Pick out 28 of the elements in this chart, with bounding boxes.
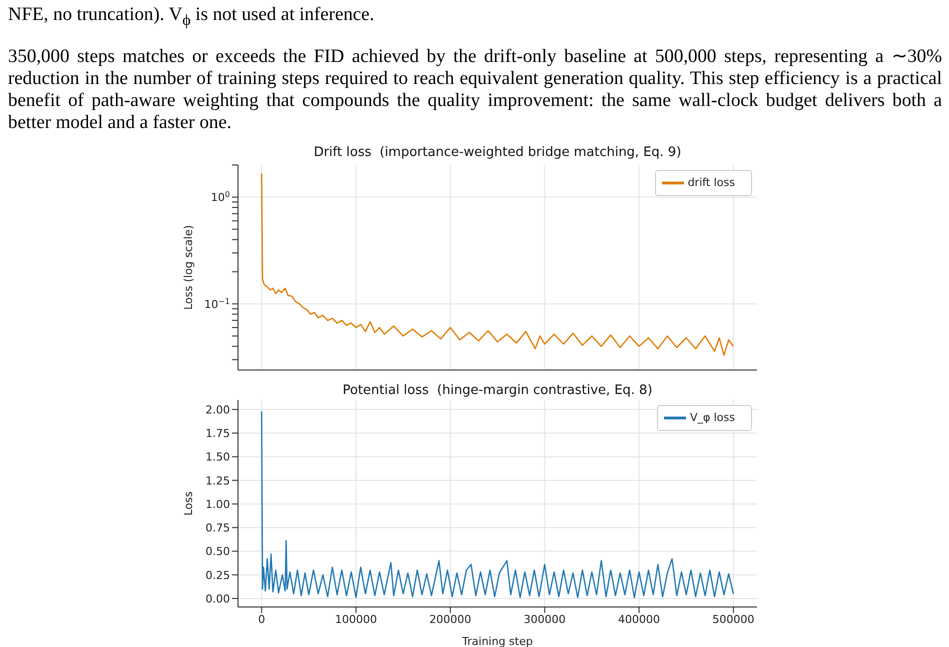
- y-tick-label: 0.00: [206, 592, 230, 606]
- y-tick-label: 1.25: [206, 474, 230, 488]
- x-tick-label: 400000: [618, 612, 660, 626]
- text: NFE, no truncation). V$_{ϕ}$ is not used at inference.: [8, 4, 376, 31]
- x-tick-label: 200000: [429, 612, 472, 626]
- y-axis-title: Loss: [182, 491, 195, 516]
- chart-title: Drift loss (importance-weighted bridge matching, Eq. 9): [312, 145, 682, 160]
- x-tick-label: 100000: [334, 612, 377, 626]
- legend-label: drift loss: [688, 176, 735, 190]
- y-tick-label: 1.50: [206, 450, 230, 464]
- x-tick-label: 500000: [712, 612, 754, 626]
- y-tick-label: 0.25: [206, 568, 230, 582]
- x-tick-label: 300000: [524, 612, 566, 626]
- y-tick-label: 10$^{−1}$: [204, 296, 230, 311]
- y-tick-label: 10$^{0}$: [210, 190, 230, 204]
- y-tick-label: 0.75: [206, 522, 230, 535]
- y-tick-label: 1.75: [206, 427, 230, 440]
- y-tick-label: 0.50: [206, 545, 230, 558]
- text: 350,000 steps matches or exceeds the FID achieved by the drift-only baseline at 500,000 steps, representing a ∼30% reduction in the number of training steps required to reach equivalent generation quality. This step efficiency is a practical benefit of path-aware weighting that compounds the quality improvement: the same wall-clock budget delivers both a better model and a faster one.: [8, 46, 942, 134]
- x-axis-title: Training step: [461, 635, 533, 647]
- line-series: [260, 410, 734, 598]
- chart-title: Potential loss (hinge-margin contrastive, Eq. 8): [342, 383, 654, 398]
- y-axis-title: Loss (log scale): [182, 225, 195, 310]
- legend-label: V_φ loss: [690, 411, 735, 424]
- y-tick-label: 2.00: [206, 403, 230, 416]
- line-series: [260, 172, 734, 356]
- y-tick-label: 1.00: [206, 498, 230, 511]
- x-tick-label: 0: [258, 612, 266, 626]
